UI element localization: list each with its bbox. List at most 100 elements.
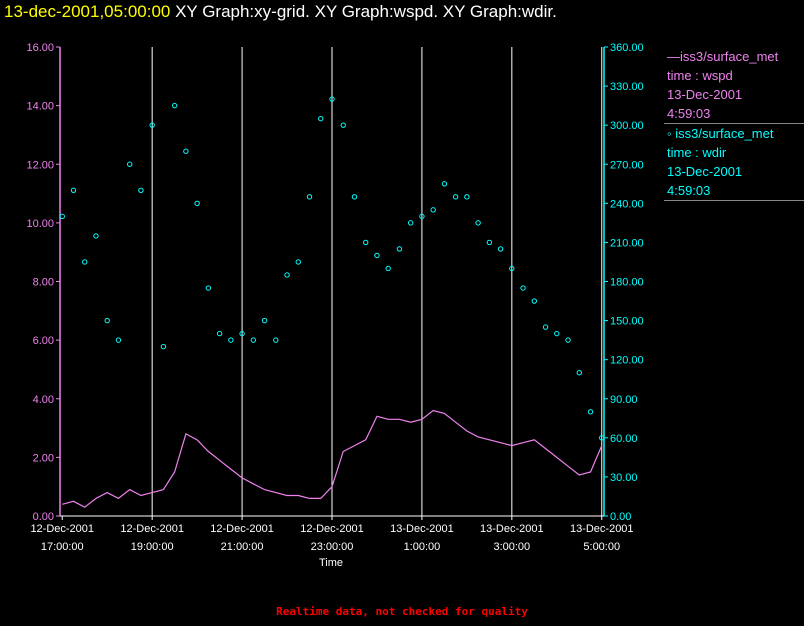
wdir-data-point — [452, 194, 459, 200]
wdir-data-point — [419, 213, 425, 220]
wdir-data-point — [239, 330, 245, 337]
left-axis-tick-label: 8.00 — [33, 277, 54, 289]
wdir-data-point — [475, 220, 481, 226]
wdir-data-point — [587, 409, 594, 415]
axes: 12-Dec-2001 17:00:00 12-Dec-2001 19:00:00 12… — [26, 42, 643, 553]
legend-wdir-source: ◦ iss3/surface_met — [667, 126, 774, 141]
x-tick-label-time: 5:00:00 — [583, 541, 620, 553]
right-axis-tick-label: 360.00 — [610, 42, 644, 54]
legend-wdir-date: 13-Dec-2001 — [667, 164, 743, 179]
wdir-data-point — [149, 122, 155, 128]
legend-wspd-source: —iss3/surface_met — [667, 49, 779, 64]
wdir-data-point — [138, 187, 144, 194]
wdir-data-point — [104, 317, 110, 324]
wdir-data-point — [126, 161, 133, 167]
wdir-data-point — [194, 200, 200, 207]
right-axis-tick-label: 90.00 — [610, 394, 638, 406]
legend: —iss3/surface_met time : wspd 13-Dec-200… — [664, 47, 804, 201]
wdir-data-point — [565, 337, 571, 343]
wspd-series-line — [62, 409, 603, 508]
wdir-data-point — [374, 252, 380, 259]
wdir-data-point — [329, 96, 335, 102]
x-tick-label-time: 19:00:00 — [131, 541, 174, 553]
x-tick-label-date: 13-Dec-2001 — [480, 523, 544, 535]
left-axis-tick-label: 2.00 — [33, 452, 54, 464]
wdir-data-point — [554, 330, 560, 337]
right-axis-tick-label: 150.00 — [610, 316, 644, 328]
wdir-data-point — [396, 246, 403, 252]
wdir-data-point — [542, 324, 549, 330]
right-axis-tick-label: 30.00 — [610, 472, 638, 484]
legend-entry-wspd: —iss3/surface_met time : wspd 13-Dec-200… — [664, 47, 804, 124]
wdir-data-point — [273, 337, 279, 343]
wdir-data-point — [430, 207, 436, 213]
wdir-data-point — [93, 233, 99, 239]
wdir-data-point — [306, 194, 313, 200]
wdir-data-point — [351, 194, 358, 200]
left-axis-tick-label: 6.00 — [33, 335, 54, 347]
wdir-data-point — [363, 239, 369, 246]
legend-wspd-time: 4:59:03 — [667, 106, 711, 121]
x-tick-label-time: 3:00:00 — [493, 541, 530, 553]
x-tick-label-date: 12-Dec-2001 — [30, 523, 94, 535]
right-axis-tick-label: 120.00 — [610, 355, 644, 367]
right-axis-tick-label: 300.00 — [610, 120, 644, 132]
x-tick-label-time: 21:00:00 — [221, 541, 264, 553]
wdir-data-point — [576, 369, 582, 376]
wdir-data-point — [340, 122, 346, 128]
wdir-data-point — [82, 259, 88, 265]
right-axis-tick-label: 210.00 — [610, 237, 644, 249]
wdir-data-point — [160, 343, 167, 350]
wdir-data-point — [171, 102, 178, 109]
title-graph-list: XY Graph:xy-grid. XY Graph:wspd. XY Grap… — [175, 2, 557, 21]
wdir-data-point — [59, 213, 65, 220]
right-axis-tick-label: 60.00 — [610, 433, 638, 445]
wdir-data-point — [228, 337, 234, 343]
title-date: 13-dec-2001,05:00:00 — [4, 2, 171, 21]
legend-entry-wdir: ◦ iss3/surface_met time : wdir 13-Dec-20… — [664, 124, 804, 201]
wdir-data-point — [441, 181, 448, 187]
left-axis-tick-label: 16.00 — [26, 42, 54, 54]
wdir-data-point — [318, 115, 324, 122]
right-axis-tick-label: 330.00 — [610, 81, 644, 93]
legend-wdir-variable: time : wdir — [667, 145, 727, 160]
x-tick-label-time: 1:00:00 — [404, 541, 441, 553]
vertical-grid — [151, 47, 603, 516]
x-tick-label-date: 13-Dec-2001 — [390, 523, 454, 535]
wdir-data-point — [497, 246, 504, 252]
right-axis-tick-label: 180.00 — [610, 277, 644, 289]
wdir-data-point — [295, 259, 301, 265]
x-tick-label-date: 12-Dec-2001 — [120, 523, 184, 535]
wdir-data-point — [250, 337, 257, 343]
left-axis-tick-label: 0.00 — [33, 511, 54, 523]
wdir-data-point — [205, 285, 212, 291]
right-axis-tick-label: 240.00 — [610, 198, 644, 210]
wdir-data-point — [599, 435, 605, 441]
wdir-data-point — [115, 337, 122, 343]
left-axis-tick-label: 10.00 — [26, 218, 54, 230]
wdir-data-point — [407, 220, 414, 226]
x-tick-label-time: 23:00:00 — [311, 541, 354, 553]
right-axis-tick-label: 0.00 — [610, 511, 631, 523]
wdir-data-point — [216, 330, 223, 337]
series-layer — [59, 96, 605, 508]
x-tick-label-date: 12-Dec-2001 — [300, 523, 364, 535]
x-axis-label: Time — [319, 557, 343, 569]
wdir-data-point — [284, 272, 290, 278]
wdir-data-point — [261, 317, 268, 324]
wdir-data-point — [70, 187, 77, 194]
quality-notice: Realtime data, not checked for quality — [276, 605, 528, 618]
left-axis-tick-label: 14.00 — [26, 101, 54, 113]
right-axis-tick-label: 270.00 — [610, 159, 644, 171]
left-axis-tick-label: 12.00 — [26, 159, 54, 171]
wdir-data-point — [183, 148, 189, 154]
chart-title: 13-dec-2001,05:00:00 XY Graph:xy-grid. X… — [4, 2, 557, 22]
legend-wdir-time: 4:59:03 — [667, 183, 711, 198]
x-tick-label-time: 17:00:00 — [41, 541, 84, 553]
legend-wspd-date: 13-Dec-2001 — [667, 87, 743, 102]
wdir-data-point — [385, 265, 391, 272]
wdir-data-point — [509, 265, 515, 272]
wdir-data-point — [520, 285, 526, 291]
wdir-data-point — [486, 239, 493, 246]
